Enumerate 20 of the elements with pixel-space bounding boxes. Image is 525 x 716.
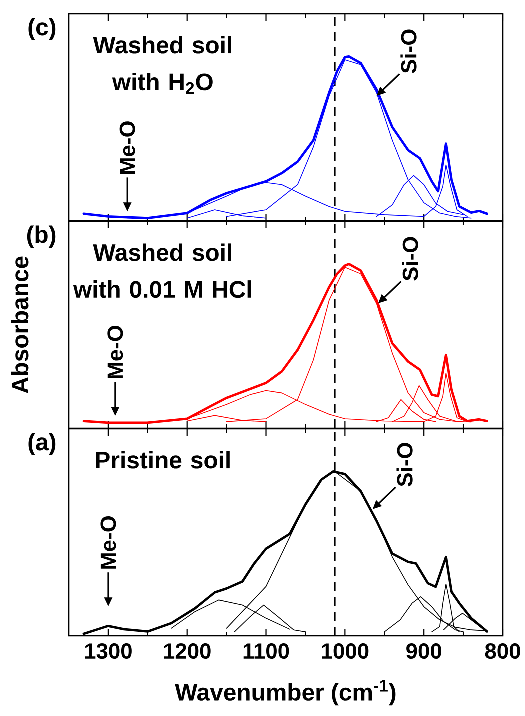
x-axis-title: Wavenumber (cm$^{-1}$) <box>175 680 396 706</box>
x-tick-label: 800 <box>486 644 521 660</box>
annotation: Si-O <box>396 443 414 487</box>
text: (a) <box>28 433 56 456</box>
x-tick-label: 900 <box>406 644 442 660</box>
annotation: Me-O <box>108 326 124 378</box>
annotation: Washed soil with 0.01 M HCl <box>74 244 252 298</box>
x-tick-label: 1000 <box>322 644 369 660</box>
y-axis-title: Absorbance <box>11 256 29 394</box>
annotation: Me-O <box>120 122 136 174</box>
annotation: Me-O <box>100 516 116 569</box>
text: (b) <box>28 226 56 248</box>
x-tick-label: 1100 <box>244 644 290 660</box>
x-tick-label: 1200 <box>164 644 212 660</box>
annotation: Washed soil with H$_{2}$O <box>93 36 232 94</box>
x-tick-label: 1300 <box>86 644 132 660</box>
annotation: Si-O <box>402 237 419 281</box>
text: (c) <box>28 18 56 40</box>
annotation: Si-O <box>400 30 417 74</box>
text: Pristine soil <box>96 451 230 469</box>
